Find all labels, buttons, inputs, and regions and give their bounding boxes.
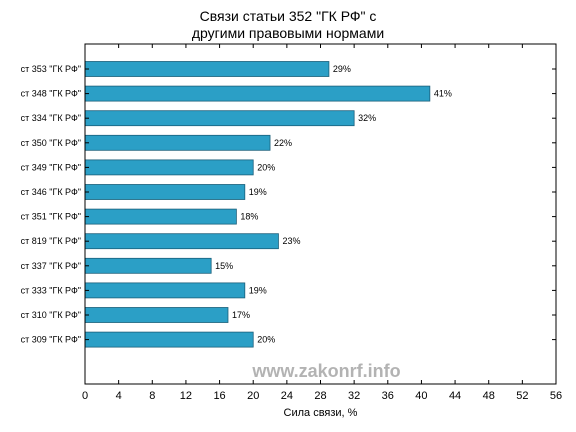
bar <box>84 331 254 348</box>
category-label: ст 353 "ГК РФ" <box>21 64 81 74</box>
value-label: 19% <box>249 285 267 295</box>
value-label: 20% <box>257 162 275 172</box>
x-tick-label: 44 <box>449 390 461 402</box>
bar <box>84 282 246 299</box>
x-tick-label: 16 <box>213 390 225 402</box>
value-label: 18% <box>240 212 258 222</box>
category-label: ст 310 "ГК РФ" <box>21 310 81 320</box>
x-tick-label: 20 <box>247 390 259 402</box>
category-label: ст 351 "ГК РФ" <box>21 212 81 222</box>
x-tick-label: 52 <box>516 390 528 402</box>
x-tick-label: 48 <box>483 390 495 402</box>
category-labels-group: ст 353 "ГК РФ" ст 348 "ГК РФ" ст 334 "ГК Р… <box>21 64 556 345</box>
value-label: 19% <box>249 187 267 197</box>
value-label: 15% <box>215 261 233 271</box>
bar <box>84 61 330 77</box>
bar <box>84 307 229 323</box>
x-tick-label: 32 <box>348 390 360 402</box>
x-tick-label: 28 <box>314 390 326 402</box>
category-label: ст 819 "ГК РФ" <box>21 236 81 246</box>
chart-title-line-2: другими правовыми нормами <box>191 25 385 41</box>
x-tick-label: 8 <box>149 390 155 402</box>
category-label: ст 346 "ГК РФ" <box>21 187 81 197</box>
value-label: 23% <box>282 236 300 246</box>
x-ticks-group: 0 4 8 12 16 20 24 28 32 36 40 44 48 52 56 <box>82 44 562 402</box>
chart-title-line-1: Связи статьи 352 "ГК РФ" с <box>199 8 377 24</box>
plot-frame <box>84 43 557 385</box>
bar <box>84 134 271 151</box>
category-label: ст 309 "ГК РФ" <box>21 335 81 345</box>
category-label: ст 337 "ГК РФ" <box>21 261 81 271</box>
value-label: 17% <box>232 310 250 320</box>
value-label: 29% <box>333 64 351 74</box>
bars-group <box>84 61 431 348</box>
x-tick-label: 56 <box>550 390 562 402</box>
x-tick-label: 24 <box>281 390 293 402</box>
x-tick-label: 40 <box>415 390 427 402</box>
x-tick-label: 36 <box>382 390 394 402</box>
value-labels-group: 29% 41% 32% 22% 20% 19% 18% 23% 15% 19% 17% 20% <box>215 64 452 345</box>
x-tick-label: 0 <box>82 390 88 402</box>
x-tick-label: 12 <box>180 390 192 402</box>
x-tick-label: 4 <box>116 390 122 402</box>
value-label: 20% <box>257 335 275 345</box>
x-axis-label: Сила связи, % <box>284 407 358 419</box>
chart-title: Связи статьи 352 "ГК РФ" с другими право… <box>0 8 576 42</box>
bar <box>84 233 279 250</box>
category-label: ст 348 "ГК РФ" <box>21 89 81 99</box>
bar <box>84 85 431 102</box>
bar <box>84 159 254 176</box>
watermark-text: www.zakonrf.info <box>251 361 400 381</box>
bar <box>84 110 355 127</box>
bar <box>84 257 212 274</box>
category-label: ст 349 "ГК РФ" <box>21 162 81 172</box>
value-label: 41% <box>434 89 452 99</box>
category-label: ст 350 "ГК РФ" <box>21 138 81 148</box>
bar <box>84 208 237 225</box>
value-label: 32% <box>358 113 376 123</box>
category-label: ст 334 "ГК РФ" <box>21 113 81 123</box>
category-label: ст 333 "ГК РФ" <box>21 285 81 295</box>
value-label: 22% <box>274 138 292 148</box>
bar <box>84 184 246 200</box>
